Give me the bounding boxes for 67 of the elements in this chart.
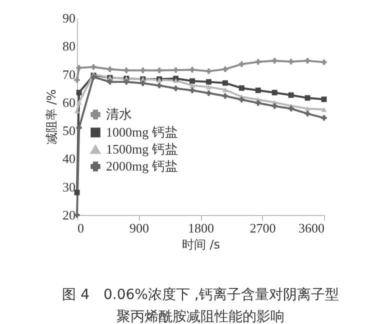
- point: [173, 67, 179, 73]
- point: [190, 78, 196, 84]
- legend-label: 1000mg 钙盐: [106, 124, 178, 140]
- point: [255, 88, 261, 94]
- point: [156, 82, 162, 88]
- point: [140, 80, 146, 86]
- point: [288, 92, 294, 98]
- point: [222, 93, 228, 99]
- x-tick-label: 3600: [298, 220, 324, 236]
- y-tick-label: 70: [62, 66, 76, 82]
- point: [304, 110, 310, 116]
- legend-label: 1500mg 钙盐: [106, 142, 178, 156]
- text: 图 4 0.06%浓度下 ,钙离子含量对阴离子型聚丙烯酰胺减阻性能的影响: [62, 287, 339, 324]
- point: [304, 106, 310, 111]
- point: [238, 96, 244, 102]
- point: [304, 95, 310, 101]
- point: [272, 90, 278, 96]
- point: [76, 65, 82, 71]
- point: [173, 86, 179, 92]
- x-tick-label: 2700: [250, 220, 276, 236]
- y-tick-label: 90: [62, 10, 76, 26]
- point: [74, 190, 80, 196]
- point: [173, 78, 179, 83]
- point: [76, 90, 82, 96]
- point: [107, 66, 113, 72]
- point: [76, 125, 82, 130]
- point: [304, 58, 310, 64]
- point: [288, 58, 294, 64]
- point: [238, 85, 244, 91]
- y-tick-label: 30: [62, 179, 76, 194]
- point: [190, 88, 196, 94]
- x-axis-title: 时间 /s: [182, 238, 220, 252]
- point: [321, 59, 327, 65]
- y-tick-label: 50: [62, 123, 76, 138]
- point: [90, 64, 96, 70]
- legend-label: 清水: [106, 106, 132, 122]
- y-tick-label: 20: [62, 208, 76, 222]
- point: [222, 87, 228, 92]
- y-tick-label: 60: [62, 94, 76, 110]
- point: [255, 59, 261, 65]
- point: [288, 106, 294, 112]
- point: [206, 68, 212, 74]
- point: [190, 67, 196, 73]
- point: [206, 90, 212, 96]
- point: [206, 84, 212, 90]
- legend-label: 2000mg 钙盐: [106, 158, 178, 174]
- point: [124, 79, 130, 85]
- point: [222, 66, 228, 72]
- point: [140, 68, 146, 74]
- point: [321, 107, 327, 112]
- point: [76, 100, 82, 105]
- y-axis-title: 减阻率 /%: [44, 89, 58, 145]
- point: [206, 79, 212, 85]
- point: [190, 83, 196, 88]
- point: [107, 79, 113, 85]
- point: [124, 68, 130, 74]
- point: [321, 96, 327, 102]
- x-tick-label: 900: [130, 220, 149, 236]
- y-tick-label: 40: [62, 151, 76, 166]
- point: [272, 58, 278, 64]
- y-tick-label: 80: [62, 38, 76, 54]
- x-tick-label: 1800: [188, 220, 214, 236]
- point: [272, 103, 278, 109]
- point: [156, 68, 162, 74]
- point: [238, 61, 244, 67]
- x-tick-label: 0: [78, 220, 84, 236]
- point: [222, 80, 228, 86]
